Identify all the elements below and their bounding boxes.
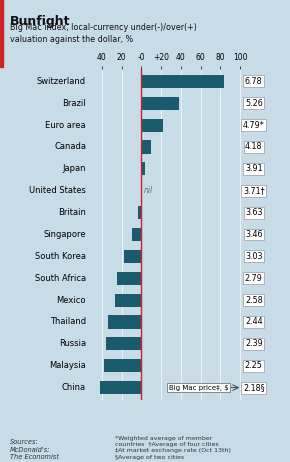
Bar (124, 250, 141, 263)
Text: 2.44: 2.44 (245, 317, 262, 327)
Text: Brazil: Brazil (62, 99, 86, 108)
Text: Japan: Japan (63, 164, 86, 173)
Bar (141, 162, 145, 176)
Text: Singapore: Singapore (44, 230, 86, 239)
Text: Big Mac index, local-currency under(-)/over(+)
valuation against the dollar, %: Big Mac index, local-currency under(-)/o… (10, 23, 197, 43)
Bar (141, 140, 151, 153)
Text: 6.78: 6.78 (245, 77, 262, 86)
Text: 3.91: 3.91 (245, 164, 262, 173)
Bar (108, 316, 141, 328)
Text: 3.63: 3.63 (245, 208, 262, 217)
Text: *Weighted average of member
countries  †Average of four cities
‡At market exchan: *Weighted average of member countries †A… (115, 436, 231, 460)
Bar (138, 206, 141, 219)
Text: Big Mac price‡, $: Big Mac price‡, $ (169, 384, 229, 390)
Text: South Africa: South Africa (35, 274, 86, 283)
Bar (115, 293, 141, 307)
Text: 4.18: 4.18 (245, 142, 262, 152)
Bar (141, 119, 163, 132)
Text: 4.79*: 4.79* (243, 121, 264, 129)
Bar (141, 97, 179, 110)
Text: Russia: Russia (59, 340, 86, 348)
Text: 2.18§: 2.18§ (243, 383, 264, 392)
Text: Thailand: Thailand (50, 317, 86, 327)
Text: 5.26: 5.26 (245, 99, 263, 108)
Bar (117, 272, 141, 285)
Bar (106, 337, 141, 350)
Bar (133, 228, 141, 241)
Text: 2.79: 2.79 (245, 274, 263, 283)
Text: Euro area: Euro area (46, 121, 86, 129)
Text: 3.46: 3.46 (245, 230, 262, 239)
Text: Sources:
McDonald's;
The Economist: Sources: McDonald's; The Economist (10, 439, 59, 460)
Text: Britain: Britain (58, 208, 86, 217)
Text: United States: United States (29, 186, 86, 195)
Text: Mexico: Mexico (57, 296, 86, 304)
Text: Bunfight: Bunfight (10, 15, 71, 28)
Bar (104, 359, 141, 372)
Text: 2.39: 2.39 (245, 340, 263, 348)
Text: nil: nil (143, 186, 153, 195)
Bar (100, 381, 141, 394)
Text: 2.58: 2.58 (245, 296, 263, 304)
Text: Canada: Canada (54, 142, 86, 152)
Text: Malaysia: Malaysia (49, 361, 86, 370)
Text: 2.25: 2.25 (245, 361, 263, 370)
Text: South Korea: South Korea (35, 252, 86, 261)
Bar (141, 75, 224, 88)
Text: Switzerland: Switzerland (37, 77, 86, 86)
Text: 3.03: 3.03 (245, 252, 262, 261)
Text: 3.71†: 3.71† (243, 186, 264, 195)
Text: China: China (62, 383, 86, 392)
